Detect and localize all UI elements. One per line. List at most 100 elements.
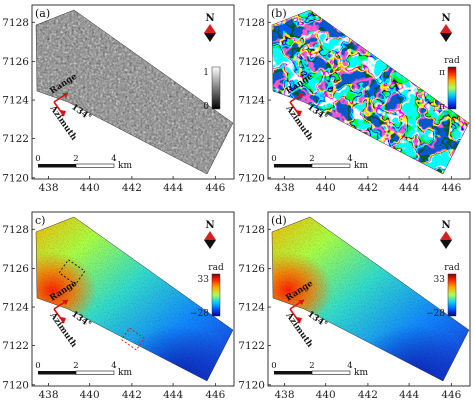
dashed-region-box xyxy=(120,327,146,351)
scalebar-unit: km xyxy=(118,161,132,171)
x-tick-label: 446 xyxy=(441,182,461,194)
colorbar-ramp xyxy=(211,66,221,110)
y-tick-label: 7122 xyxy=(2,133,29,145)
panel-label: c) xyxy=(35,214,45,227)
strip-outline xyxy=(271,216,470,382)
y-tick-label: 7126 xyxy=(2,56,29,68)
y-tick-label: 7128 xyxy=(238,17,265,29)
x-tick-label: 442 xyxy=(122,389,142,401)
x-tick-label: 446 xyxy=(205,389,225,401)
x-tick-label: 440 xyxy=(80,389,100,401)
y-tick-label: 7124 xyxy=(238,95,265,107)
north-arrow: N xyxy=(204,220,216,249)
panel-label: (b) xyxy=(271,7,287,20)
north-label: N xyxy=(441,220,450,231)
y-tick-label: 7122 xyxy=(238,340,265,352)
north-label: N xyxy=(205,13,214,24)
x-tick-label: 440 xyxy=(316,389,336,401)
north-arrow: N xyxy=(440,220,452,249)
x-tick-label: 444 xyxy=(399,182,419,194)
y-tick-label: 7120 xyxy=(2,379,29,391)
panel-label: (d) xyxy=(271,214,287,227)
scalebar-mid: 2 xyxy=(309,361,314,371)
scalebar-end: 4 xyxy=(111,361,116,371)
scalebar-unit: km xyxy=(354,161,368,171)
scalebar-black-segment xyxy=(38,164,76,168)
strip-outline xyxy=(35,216,234,382)
scale-bar: 0 2 4km xyxy=(35,361,132,378)
strip-outline xyxy=(271,9,470,175)
scalebar-white-segment xyxy=(311,163,351,168)
north-arrow-up-icon xyxy=(440,24,452,33)
colorbar-max: 33 xyxy=(198,275,210,285)
azimuth-arrow-icon xyxy=(53,308,65,324)
scalebar-unit: km xyxy=(354,368,368,378)
scale-bar: 0 2 4km xyxy=(271,361,368,378)
scalebar-mid: 2 xyxy=(73,361,78,371)
scalebar-white-segment xyxy=(311,370,351,375)
north-arrow: N xyxy=(204,13,216,42)
range-arrowhead-icon xyxy=(298,300,304,305)
x-tick-label: 444 xyxy=(399,389,419,401)
x-tick-label: 444 xyxy=(163,389,183,401)
y-tick-label: 7128 xyxy=(2,17,29,29)
scalebar-zero: 0 xyxy=(35,361,40,371)
strip-outline xyxy=(35,9,234,175)
x-tick-label: 438 xyxy=(38,389,58,401)
panel-3: 7128 7126 7124 7122 7120 438 440 442 444 446 c) Nra… xyxy=(2,211,235,401)
y-tick-label: 7128 xyxy=(238,224,265,236)
colorbar: rad π −π xyxy=(432,56,460,112)
north-arrow-up-icon xyxy=(440,231,452,240)
azimuth-arrowhead-icon xyxy=(60,317,66,323)
x-tick-label: 444 xyxy=(163,182,183,194)
scale-bar: 0 2 4km xyxy=(271,154,368,171)
panel-1: 7128 7126 7124 7122 7120 438 440 442 444 446 (a) N 1… xyxy=(2,4,235,194)
y-tick-label: 7122 xyxy=(238,133,265,145)
y-tick-label: 7120 xyxy=(2,172,29,184)
x-tick-label: 446 xyxy=(205,182,225,194)
north-arrow-down-icon xyxy=(440,33,452,42)
colorbar-max: π xyxy=(439,68,445,78)
north-arrow-down-icon xyxy=(440,240,452,249)
y-tick-label: 7124 xyxy=(2,302,29,314)
azimuth-arrow-icon xyxy=(289,101,301,117)
x-tick-label: 442 xyxy=(358,389,378,401)
x-tick-label: 442 xyxy=(122,182,142,194)
y-tick-label: 7122 xyxy=(2,340,29,352)
north-arrow-up-icon xyxy=(204,24,216,33)
range-arrowhead-icon xyxy=(62,300,68,305)
y-tick-label: 7124 xyxy=(238,302,265,314)
colorbar-max: 1 xyxy=(203,68,209,78)
azimuth-arrow-icon xyxy=(289,308,301,324)
north-label: N xyxy=(205,220,214,231)
y-tick-label: 7126 xyxy=(238,56,265,68)
range-arrowhead-icon xyxy=(298,93,304,98)
x-tick-label: 438 xyxy=(274,182,294,194)
y-tick-label: 7120 xyxy=(238,172,265,184)
scalebar-end: 4 xyxy=(347,361,352,371)
north-arrow: N xyxy=(440,13,452,42)
north-arrow-down-icon xyxy=(204,33,216,42)
scalebar-black-segment xyxy=(274,371,312,375)
colorbar-unit: rad xyxy=(444,56,460,66)
scalebar-end: 4 xyxy=(111,154,116,164)
azimuth-arrowhead-icon xyxy=(60,110,66,116)
scalebar-end: 4 xyxy=(347,154,352,164)
colorbar-min: −28 xyxy=(190,309,209,319)
scalebar-mid: 2 xyxy=(309,154,314,164)
azimuth-arrowhead-icon xyxy=(296,317,302,323)
scalebar-zero: 0 xyxy=(271,154,276,164)
x-tick-label: 446 xyxy=(441,389,461,401)
y-tick-label: 7124 xyxy=(2,95,29,107)
colorbar-ramp xyxy=(211,273,221,317)
colorbar-min: −28 xyxy=(426,309,445,319)
x-tick-label: 442 xyxy=(358,182,378,194)
colorbar: rad 33 −28 xyxy=(426,263,460,319)
scalebar-black-segment xyxy=(38,371,76,375)
scalebar-zero: 0 xyxy=(35,154,40,164)
x-tick-label: 440 xyxy=(316,182,336,194)
colorbar-min: 0 xyxy=(203,102,209,112)
colorbar-ramp xyxy=(447,66,457,110)
x-tick-label: 438 xyxy=(38,182,58,194)
